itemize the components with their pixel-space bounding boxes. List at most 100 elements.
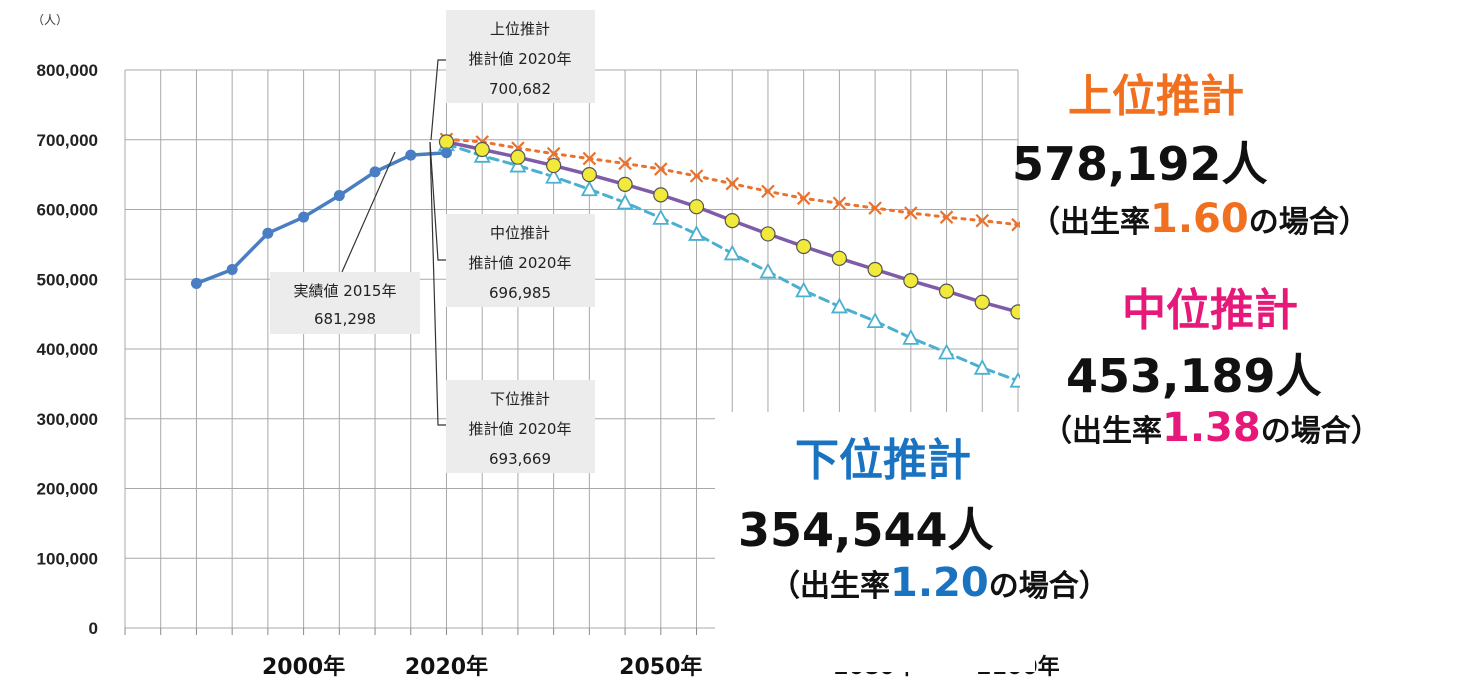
data-point [440,147,452,159]
y-tick-label: 0 [89,619,98,638]
callout-lower-count: 354,544人 [738,503,994,557]
data-point [298,211,310,223]
y-tick-label: 200,000 [37,480,98,499]
data-point [689,169,704,183]
x-tick-label: 2020年 [405,654,488,680]
y-tick-label: 100,000 [37,549,98,568]
callout-middle-cond-post: の場合） [1260,414,1381,449]
chart-series [190,132,1027,388]
annotation-middle-value: 696,985 [489,284,551,302]
data-point [973,358,991,375]
data-point [796,238,812,255]
data-point [938,343,956,360]
y-axis-ticks: 800,000 700,000 600,000 500,000 400,000 300,0… [37,61,98,638]
data-point [438,134,455,150]
annotation-lower-title: 下位推計 [490,390,550,408]
annotation-lower-value: 693,669 [489,450,551,468]
y-tick-label: 300,000 [37,410,98,429]
callout-lower-cond-post: の場合） [988,569,1109,604]
data-point [405,149,417,161]
annotation-middle-sub: 推計値 2020年 [469,254,572,272]
annotation-upper: 上位推計 推計値 2020年 700,682 [446,10,595,103]
data-point [652,208,670,225]
data-point [868,201,882,215]
data-point [546,157,562,174]
data-point [902,328,920,345]
data-point [938,283,955,299]
callout-lower-cond-pre: （出生率 [770,569,890,604]
y-tick-label: 700,000 [37,131,98,150]
data-point [226,263,238,275]
annotation-middle: 中位推計 推計値 2020年 696,985 [446,214,595,307]
data-point [975,213,990,228]
data-point [581,167,597,183]
data-point [904,206,918,220]
callout-upper-rate: 1.60 [1150,196,1249,242]
data-point [761,184,775,199]
data-point [796,191,811,206]
annotation-actual: 実績値 2015年 681,298 [270,272,420,334]
y-tick-label: 600,000 [37,201,98,220]
data-point [333,190,345,202]
callout-upper-condition: （出生率1.60の場合） [1030,196,1369,242]
callout-upper-count: 578,192人 [1012,137,1268,191]
callout-lower-backing [715,412,1035,672]
data-point [867,261,883,278]
data-point [724,213,740,229]
x-tick-label: 2000年 [262,654,345,680]
annotation-actual-title: 実績値 2015年 [294,282,397,300]
callout-lower-rate: 1.20 [890,560,989,606]
data-point [760,226,776,242]
data-point [545,167,563,184]
data-point [832,196,847,211]
data-point [831,250,848,266]
data-point [262,227,274,239]
data-point [903,273,919,289]
callout-lower-title: 下位推計 [795,435,971,486]
data-point [190,277,202,289]
data-point [725,176,740,191]
y-tick-label: 500,000 [37,270,98,289]
data-point [474,141,490,158]
data-point [653,187,669,203]
annotation-middle-title: 中位推計 [490,224,550,242]
data-point [580,180,598,197]
callout-middle-cond-pre: （出生率 [1042,414,1162,449]
data-point [939,210,954,224]
data-point [546,146,561,161]
data-point [509,156,527,173]
annotation-leaders [341,59,446,426]
data-point [759,262,777,279]
data-point [616,193,634,210]
annotation-lower-sub: 推計値 2020年 [469,420,572,438]
callout-middle-title: 中位推計 [1122,285,1298,336]
data-point [830,297,848,314]
data-point [510,149,526,165]
callout-upper-cond-post: の場合） [1248,205,1369,240]
data-point [618,156,632,171]
data-point [654,162,668,176]
annotation-upper-sub: 推計値 2020年 [469,50,572,68]
data-point [974,294,990,310]
callout-upper-cond-pre: （出生率 [1030,205,1150,240]
annotation-actual-value: 681,298 [314,310,376,328]
annotation-upper-title: 上位推計 [490,20,550,38]
data-point [723,244,741,261]
callout-upper-title: 上位推計 [1068,71,1244,122]
callout-middle-backing [1020,190,1480,460]
y-tick-label: 400,000 [37,340,98,359]
annotation-upper-value: 700,682 [489,80,551,98]
data-point [369,166,381,178]
data-point [688,199,705,215]
y-axis-unit: （人） [32,13,68,27]
series-line-0 [194,151,449,286]
data-point [795,281,813,298]
callout-middle-condition: （出生率1.38の場合） [1042,405,1381,451]
data-point [617,176,633,192]
callout-middle-rate: 1.38 [1162,405,1261,451]
data-point [866,312,884,328]
callout-lower-condition: （出生率1.20の場合） [770,560,1109,606]
x-tick-label: 2050年 [619,654,702,680]
annotation-lower: 下位推計 推計値 2020年 693,669 [446,380,595,473]
data-point [582,151,597,166]
